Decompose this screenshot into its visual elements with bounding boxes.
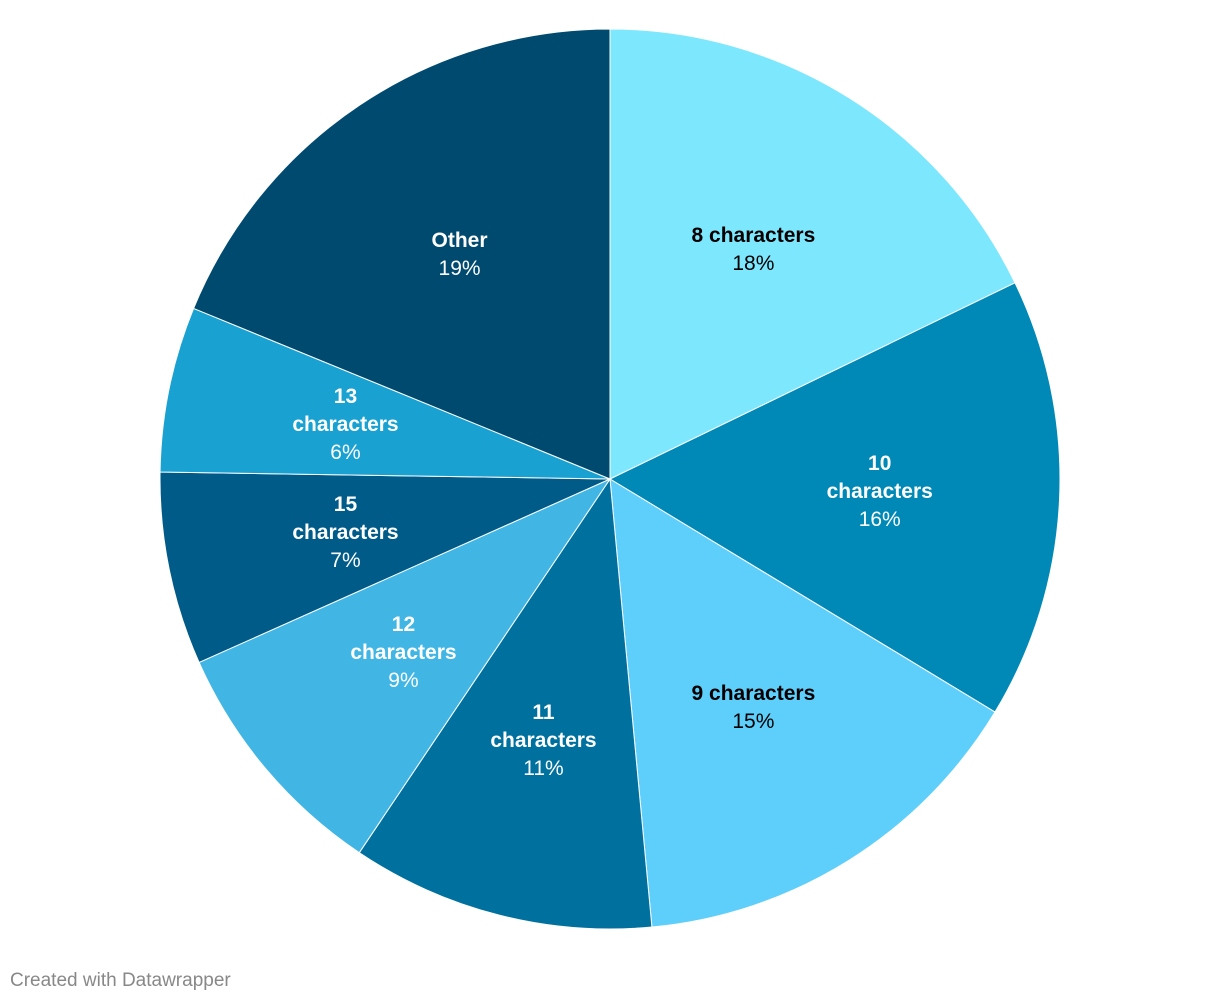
category-label: 13 characters: [292, 384, 399, 436]
category-label: 9 characters: [691, 681, 816, 705]
slice-label: 8 characters 18%: [688, 222, 818, 278]
slice-label: 13 characters 6%: [280, 383, 410, 467]
category-label: 11 characters: [490, 700, 597, 752]
category-label: 10 characters: [826, 451, 933, 503]
pie-slice: [609, 478, 996, 928]
value-label: 15%: [732, 709, 775, 733]
slice-label: 9 characters 15%: [688, 680, 818, 736]
value-label: 11%: [523, 756, 564, 780]
slice-label: Other 19%: [395, 227, 525, 283]
pie-slice: [192, 28, 611, 480]
category-label: 15 characters: [292, 493, 399, 545]
slice-label: 12 characters 9%: [338, 611, 468, 695]
slice-label: 10 characters 16%: [815, 450, 945, 534]
value-label: 9%: [388, 668, 419, 692]
pie-slice: [198, 477, 612, 854]
value-label: 7%: [330, 549, 361, 573]
category-label: 12 characters: [350, 612, 457, 664]
value-label: 16%: [858, 507, 901, 531]
slice-label: 15 characters 7%: [280, 491, 410, 575]
pie-slice: [609, 28, 1016, 480]
pie-slice: [159, 471, 611, 664]
pie-slice: [608, 282, 1061, 713]
category-label: 8 characters: [691, 224, 816, 248]
category-label: Other: [431, 228, 488, 252]
value-label: 18%: [732, 252, 775, 276]
pie-slice: [159, 307, 611, 480]
value-label: 6%: [330, 440, 361, 464]
value-label: 19%: [438, 256, 481, 280]
footer: Created with Datawrapper: [10, 970, 231, 991]
slice-label: 11 characters 11%: [479, 699, 609, 783]
pie-slice: [358, 477, 653, 930]
